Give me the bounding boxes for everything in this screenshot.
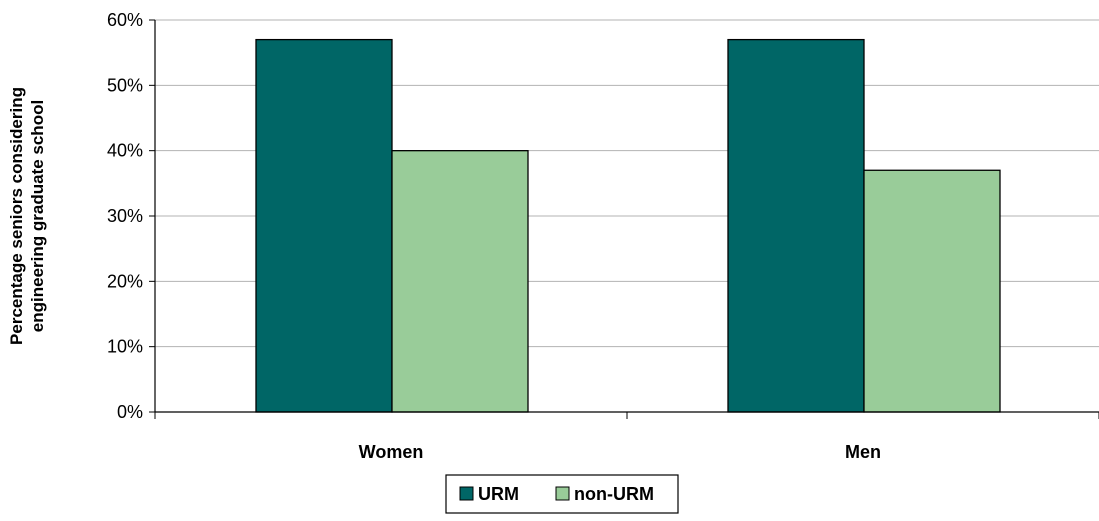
legend-label-urm: URM <box>478 484 519 504</box>
y-tick-label: 10% <box>107 337 143 357</box>
x-axis-categories: Women Men <box>359 442 881 462</box>
bar-urm-men <box>727 38 865 413</box>
x-category-label: Men <box>845 442 881 462</box>
bar-urm-women <box>255 38 393 413</box>
bars <box>255 38 1001 413</box>
legend-swatch-non-urm <box>555 486 570 501</box>
y-tick-label: 40% <box>107 141 143 161</box>
legend-label-non-urm: non-URM <box>574 484 654 504</box>
y-tick-label: 60% <box>107 10 143 30</box>
y-axis-title-line-1: Percentage seniors considering <box>7 87 26 345</box>
bar-non-urm-men <box>863 169 1001 413</box>
bar-non-urm-women <box>391 150 529 413</box>
legend: URM non-URM <box>445 474 679 514</box>
legend-swatch-urm <box>459 486 474 501</box>
x-category-label: Women <box>359 442 424 462</box>
y-axis-title-line-2: engineering graduate school <box>28 100 47 332</box>
y-axis-ticks: 0% 10% 20% 30% 40% 50% 60% <box>107 10 155 422</box>
y-tick-label: 30% <box>107 206 143 226</box>
y-tick-label: 0% <box>117 402 143 422</box>
y-tick-label: 20% <box>107 271 143 291</box>
y-tick-label: 50% <box>107 75 143 95</box>
